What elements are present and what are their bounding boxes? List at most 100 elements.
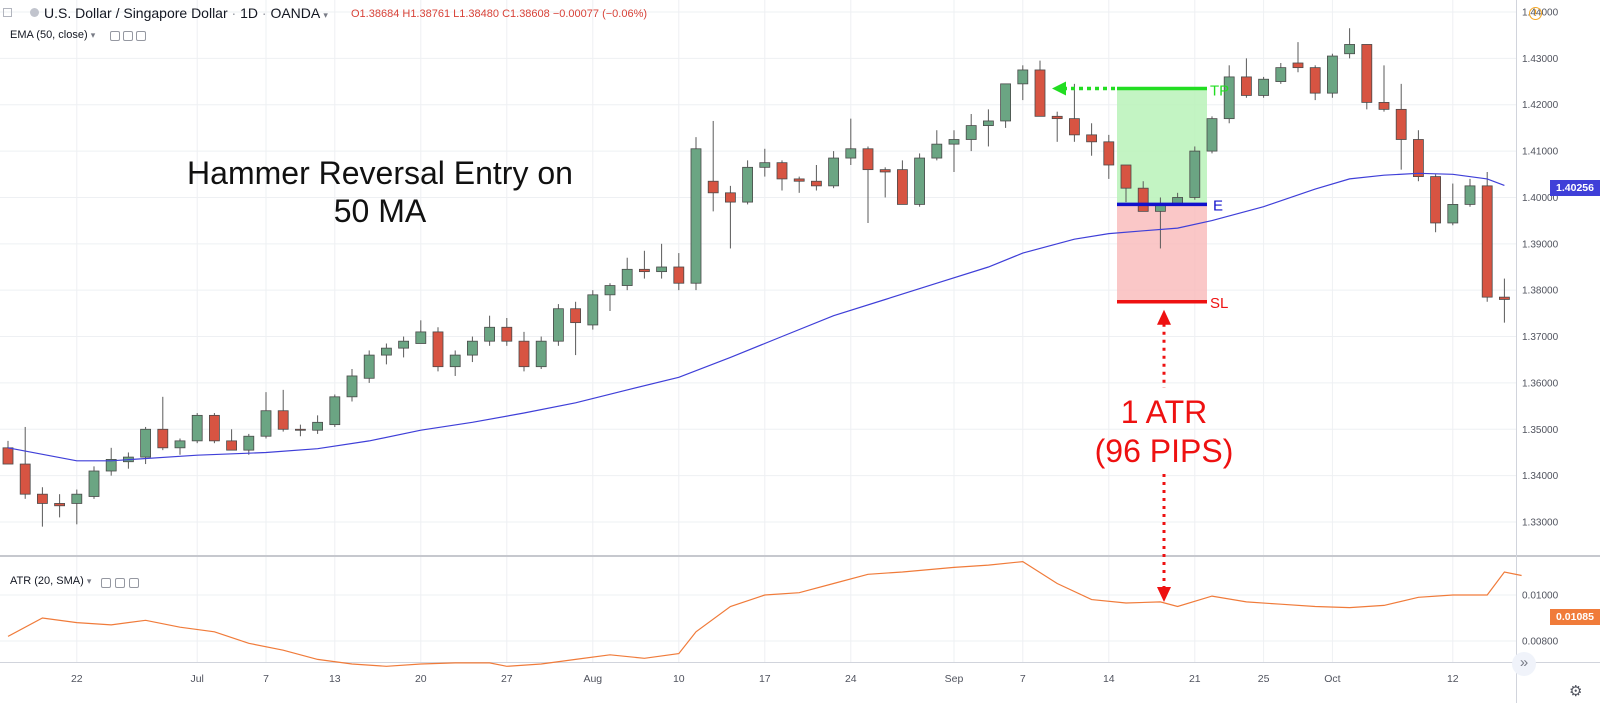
candle: [157, 396, 169, 451]
candle: [1189, 146, 1201, 200]
atr-arrow-down-head: [1157, 587, 1171, 602]
x-tick-label: 20: [415, 673, 427, 685]
candle: [208, 413, 220, 444]
sl-label: SL: [1210, 295, 1228, 312]
y-tick-label: 1.42000: [1522, 100, 1559, 111]
candle: [88, 466, 100, 499]
collapse-icon[interactable]: [3, 8, 12, 17]
eye-icon[interactable]: [101, 578, 111, 588]
candle: [1275, 63, 1287, 84]
alert-icon[interactable]: !: [1529, 7, 1542, 20]
y-tick-label: 1.35000: [1522, 425, 1559, 436]
candle: [415, 320, 427, 344]
tp-arrow-head: [1052, 81, 1066, 96]
candle: [776, 160, 788, 191]
candle: [398, 336, 410, 358]
candle: [1395, 83, 1407, 170]
ema-price-tag: 1.40256: [1550, 180, 1600, 196]
candle: [1499, 278, 1510, 323]
candle: [1223, 65, 1235, 124]
candle: [862, 146, 874, 223]
settings-gear-icon[interactable]: ⚙: [1569, 683, 1583, 700]
x-tick-label: 17: [759, 673, 771, 685]
candle: [277, 389, 289, 432]
candle: [639, 250, 650, 279]
close-icon[interactable]: [129, 578, 139, 588]
candle: [897, 160, 908, 205]
candle: [71, 489, 83, 525]
candle: [707, 120, 719, 212]
close-icon[interactable]: [136, 31, 146, 41]
candle: [1051, 111, 1063, 142]
x-tick-label: 27: [501, 673, 513, 685]
candle: [329, 394, 341, 427]
candle: [1137, 181, 1149, 212]
atr-annotation-line1: 1 ATR: [1121, 394, 1208, 430]
gear-icon[interactable]: [115, 578, 125, 588]
chart-annotation-title-line1: Hammer Reversal Entry on: [187, 155, 573, 191]
candle: [914, 153, 925, 207]
gear-icon[interactable]: [123, 31, 133, 41]
x-tick-label: 24: [845, 673, 857, 685]
tp-label: TP: [1210, 83, 1229, 100]
x-tick-label: 12: [1447, 673, 1459, 685]
candle: [1258, 76, 1269, 98]
x-tick-label: 14: [1103, 673, 1115, 685]
y-tick-label: 1.37000: [1522, 332, 1559, 343]
chart-annotation-title-line2: 50 MA: [334, 193, 427, 229]
candle: [1000, 83, 1011, 128]
y-tick-label: 1.33000: [1522, 518, 1559, 529]
candle: [105, 447, 117, 476]
chevron-down-icon: ▾: [86, 576, 92, 586]
ema-legend[interactable]: EMA (50, close) ▾: [10, 29, 95, 41]
candle: [484, 315, 496, 346]
x-tick-label: Jul: [190, 673, 203, 685]
x-tick-label: 25: [1258, 673, 1270, 685]
chevron-down-icon: ▾: [90, 30, 96, 40]
candle: [673, 253, 685, 291]
eye-icon[interactable]: [110, 31, 120, 41]
atr-legend[interactable]: ATR (20, SMA) ▾: [10, 575, 91, 587]
symbol-title[interactable]: U.S. Dollar / Singapore Dollar · 1D · OA…: [44, 5, 328, 21]
interval: 1D: [240, 5, 258, 21]
candle: [54, 494, 65, 518]
candle: [1481, 171, 1493, 302]
candle: [346, 369, 358, 402]
grid-lines: [0, 0, 1516, 662]
y-tick-label: 1.40000: [1522, 193, 1559, 204]
candle: [226, 429, 238, 451]
y-tick-label: 1.36000: [1522, 378, 1559, 389]
y-tick-label: 1.34000: [1522, 471, 1559, 482]
candle: [363, 350, 375, 383]
candle: [1447, 183, 1459, 226]
candle: [535, 336, 547, 369]
candle: [37, 487, 48, 527]
candle: [1017, 65, 1029, 101]
candle: [432, 327, 444, 372]
candle: [725, 185, 736, 249]
ema-legend-label: EMA (50, close): [10, 29, 88, 41]
candle: [656, 243, 667, 279]
candle: [2, 440, 14, 465]
candle: [1120, 164, 1132, 203]
atr-legend-label: ATR (20, SMA): [10, 575, 84, 587]
candle: [243, 433, 255, 455]
candle: [1103, 134, 1115, 179]
candle: [1206, 116, 1218, 154]
atr-y-tick-label: 0.01000: [1522, 591, 1559, 602]
candle: [1086, 123, 1097, 156]
candle: [1309, 65, 1321, 101]
candle: [1464, 178, 1476, 207]
candle: [1069, 83, 1080, 142]
scroll-right-icon[interactable]: »: [1512, 652, 1536, 676]
candle: [948, 130, 960, 172]
ohlc-values: O1.38684 H1.38761 L1.38480 C1.38608 −0.0…: [351, 8, 648, 20]
candle: [570, 301, 581, 356]
candle: [1361, 44, 1373, 110]
entry-label: E: [1213, 197, 1223, 214]
chevron-down-icon: ▾: [323, 10, 328, 20]
candle: [621, 257, 633, 291]
x-tick-label: 7: [1020, 673, 1026, 685]
